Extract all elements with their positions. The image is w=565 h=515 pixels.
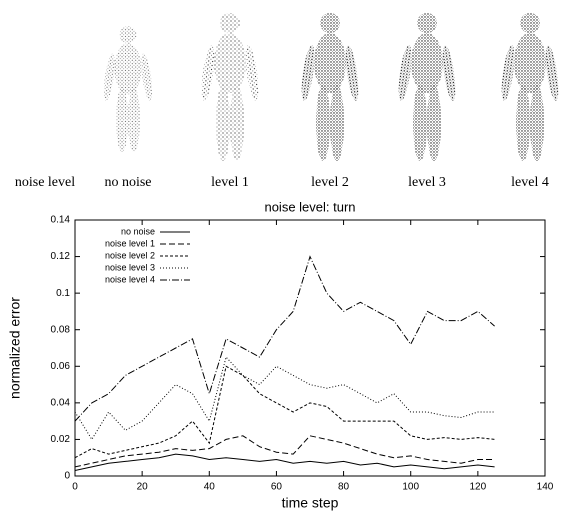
x-tick-label: 20	[137, 482, 149, 493]
figure-level-3	[396, 13, 458, 161]
x-tick-label: 60	[271, 482, 283, 493]
y-tick-label: 0	[64, 471, 70, 482]
series-line	[74, 365, 495, 459]
legend-label: noise level 3	[105, 262, 155, 272]
x-tick-label: 100	[402, 482, 419, 493]
y-tick-label: 0.14	[51, 215, 71, 226]
y-tick-label: 0.08	[51, 324, 71, 335]
x-tick-label: 0	[72, 482, 78, 493]
legend-label: noise level 2	[105, 250, 155, 260]
silhouettes	[101, 13, 561, 161]
series-line	[74, 356, 495, 441]
legend-label: noise level 1	[105, 238, 155, 248]
x-tick-label: 120	[470, 482, 487, 493]
y-tick-label: 0.06	[51, 361, 71, 372]
series-line	[74, 453, 495, 471]
figure-level-4	[499, 13, 561, 161]
plot-frame	[74, 219, 546, 477]
figure-no-noise	[101, 26, 155, 153]
legend-label: noise level 4	[105, 274, 155, 284]
column-label: no noise	[104, 175, 151, 190]
column-label: level 2	[311, 175, 349, 190]
legend-label: no noise	[121, 226, 155, 236]
row-label: noise level	[15, 175, 75, 190]
column-label: level 4	[511, 175, 549, 190]
x-axis-label: time step	[282, 495, 339, 511]
y-tick-label: 0.12	[51, 251, 71, 262]
x-tick-label: 40	[204, 482, 216, 493]
x-tick-label: 140	[537, 482, 554, 493]
series-line	[74, 435, 495, 468]
column-label: level 1	[211, 175, 249, 190]
figure-level-2	[299, 13, 361, 161]
y-tick-label: 0.04	[51, 397, 71, 408]
figure-level-1	[199, 13, 261, 161]
y-tick-label: 0.02	[51, 434, 71, 445]
x-tick-label: 80	[338, 482, 350, 493]
chart-title: noise level: turn	[264, 199, 355, 214]
y-tick-label: 0.1	[56, 288, 70, 299]
y-axis-label: normalized error	[7, 297, 23, 399]
column-label: level 3	[408, 175, 446, 190]
series-line	[74, 255, 495, 422]
